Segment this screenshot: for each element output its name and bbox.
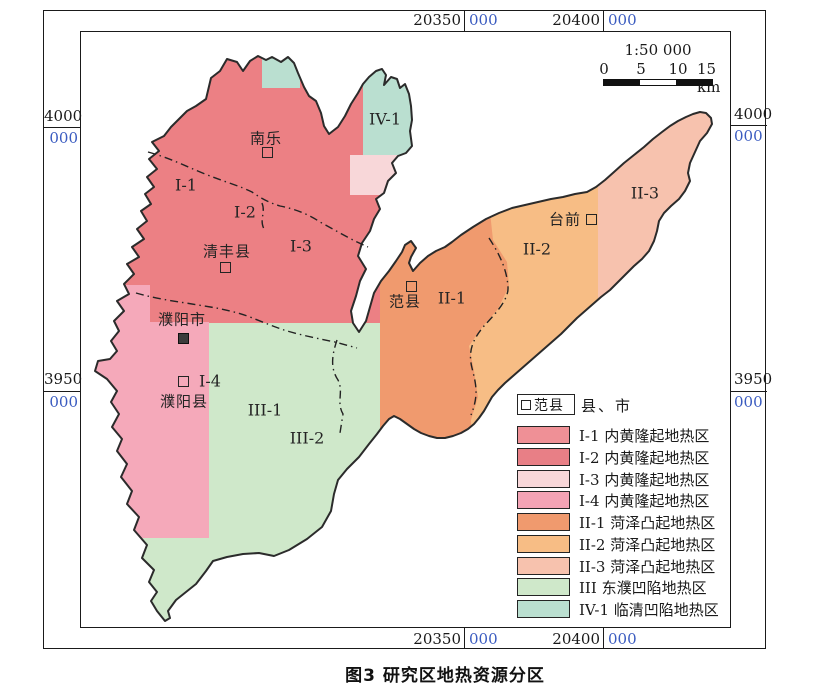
grid-tick xyxy=(44,390,80,392)
legend-city-label: 县、市 xyxy=(581,397,633,415)
city-marker-nanle xyxy=(262,147,273,158)
grid-right-3950: 3950 xyxy=(734,370,773,388)
boundary-I1-I2 xyxy=(147,151,369,248)
outer-frame xyxy=(43,10,766,649)
legend-key: I-4 xyxy=(579,492,600,510)
city-marker-fanxian xyxy=(406,281,417,292)
grid-tick xyxy=(602,10,604,31)
scale-tick-5: 5 xyxy=(636,60,646,78)
legend-key: II-1 xyxy=(579,514,606,532)
legend-name: 内黄隆起地热区 xyxy=(604,427,710,445)
grid-top-20400-sub: 000 xyxy=(608,11,637,29)
grid-bottom-20400: 20400 xyxy=(552,630,600,648)
grid-tick xyxy=(463,628,465,649)
scale-bar-seg-white xyxy=(640,80,676,85)
grid-tick xyxy=(731,390,767,392)
place-label-puyang-city: 濮阳市 xyxy=(157,310,207,329)
legend-swatch-II-1 xyxy=(517,513,570,531)
grid-right-4000-sub: 000 xyxy=(734,127,763,145)
legend-key: IV-1 xyxy=(579,601,609,619)
legend-swatch-III xyxy=(517,578,570,596)
legend-swatch-II-2 xyxy=(517,535,570,553)
grid-tick xyxy=(602,628,604,649)
legend-name: 内黄隆起地热区 xyxy=(604,492,710,510)
city-marker-taiqian xyxy=(586,214,597,225)
legend-swatch-IV-1 xyxy=(517,600,570,618)
legend-name: 内黄隆起地热区 xyxy=(604,449,710,467)
scale-tick-0: 0 xyxy=(599,60,609,78)
grid-tick xyxy=(44,126,80,128)
legend-city-symbol: 范县 xyxy=(517,394,575,415)
landmass-outline xyxy=(94,55,713,622)
open-square-icon xyxy=(521,399,531,410)
legend-name: 临清凹陷地热区 xyxy=(613,601,719,619)
legend-key: I-2 xyxy=(579,449,600,467)
grid-top-20350-sub: 000 xyxy=(469,11,498,29)
legend-name: 东濮凹陷地热区 xyxy=(601,579,707,597)
place-label-qingfeng: 清丰县 xyxy=(202,242,252,261)
place-label-taiqian: 台前 xyxy=(548,210,582,229)
grid-bottom-20350-sub: 000 xyxy=(469,630,498,648)
grid-left-4000: 4000 xyxy=(44,107,83,125)
zone-fill-II-1 xyxy=(380,212,509,452)
legend-key: III xyxy=(579,579,597,597)
city-marker-puyang-city xyxy=(178,333,189,344)
zone-label-II-1: II-1 xyxy=(437,288,467,308)
grid-bottom-20400-sub: 000 xyxy=(608,630,637,648)
legend-key: I-1 xyxy=(579,427,600,445)
scale-tick-15km: 15 km xyxy=(697,60,721,96)
figure-caption: 图3 研究区地热资源分区 xyxy=(345,666,545,686)
grid-left-4000-sub: 000 xyxy=(49,129,78,147)
boundary-III1-III2 xyxy=(331,339,344,434)
scale-tick-10: 10 xyxy=(668,60,688,78)
grid-top-20350: 20350 xyxy=(413,11,461,29)
grid-right-4000: 4000 xyxy=(734,105,773,123)
legend-name: 菏泽凸起地热区 xyxy=(610,536,716,554)
legend-key: II-3 xyxy=(579,558,606,576)
zone-label-III-1: III-1 xyxy=(247,400,283,420)
place-label-nanle: 南乐 xyxy=(249,129,283,148)
grid-tick xyxy=(463,10,465,31)
legend-name: 菏泽凸起地热区 xyxy=(610,514,716,532)
grid-tick xyxy=(731,124,767,126)
legend-key: I-3 xyxy=(579,471,600,489)
zone-label-II-3: II-3 xyxy=(630,183,660,203)
legend-swatch-I-2 xyxy=(517,448,570,466)
scale-tick-labels: 0 5 10 15 km xyxy=(560,60,760,96)
scale-bar xyxy=(603,79,713,86)
zone-label-III-2: III-2 xyxy=(289,428,325,448)
boundary-I2-branch xyxy=(261,202,265,230)
zone-label-IV-1: IV-1 xyxy=(369,109,401,129)
zone-label-I-4: I-4 xyxy=(199,371,221,391)
legend-swatch-II-3 xyxy=(517,557,570,575)
place-label-fanxian: 范县 xyxy=(388,292,422,311)
scale-ratio-label: 1:50 000 xyxy=(624,41,692,59)
boundary-II1-II2 xyxy=(469,237,509,416)
zone-label-I-3: I-3 xyxy=(290,236,312,256)
zone-label-I-2: I-2 xyxy=(234,202,256,222)
grid-left-3950: 3950 xyxy=(44,370,83,388)
zone-label-II-2: II-2 xyxy=(522,239,552,259)
boundary-I-III xyxy=(135,292,358,349)
city-marker-qingfeng xyxy=(220,262,231,273)
grid-right-3950-sub: 000 xyxy=(734,393,763,411)
scale-bar-seg-black xyxy=(676,80,712,85)
legend-name: 内黄隆起地热区 xyxy=(604,471,710,489)
legend-city-symbol-text: 范县 xyxy=(534,397,564,414)
zone-label-I-1: I-1 xyxy=(175,175,197,195)
grid-left-3950-sub: 000 xyxy=(49,393,78,411)
place-label-puyang-county: 濮阳县 xyxy=(159,392,209,411)
legend-swatch-I-3 xyxy=(517,470,570,488)
map-border xyxy=(80,31,731,628)
grid-top-20400: 20400 xyxy=(552,11,600,29)
legend-name: 菏泽凸起地热区 xyxy=(610,558,716,576)
legend-swatch-I-1 xyxy=(517,426,570,444)
city-marker-puyang-county xyxy=(178,376,189,387)
legend-key: II-2 xyxy=(579,536,606,554)
scale-bar-seg-black xyxy=(604,80,640,85)
grid-bottom-20350: 20350 xyxy=(413,630,461,648)
legend-swatch-I-4 xyxy=(517,491,570,509)
